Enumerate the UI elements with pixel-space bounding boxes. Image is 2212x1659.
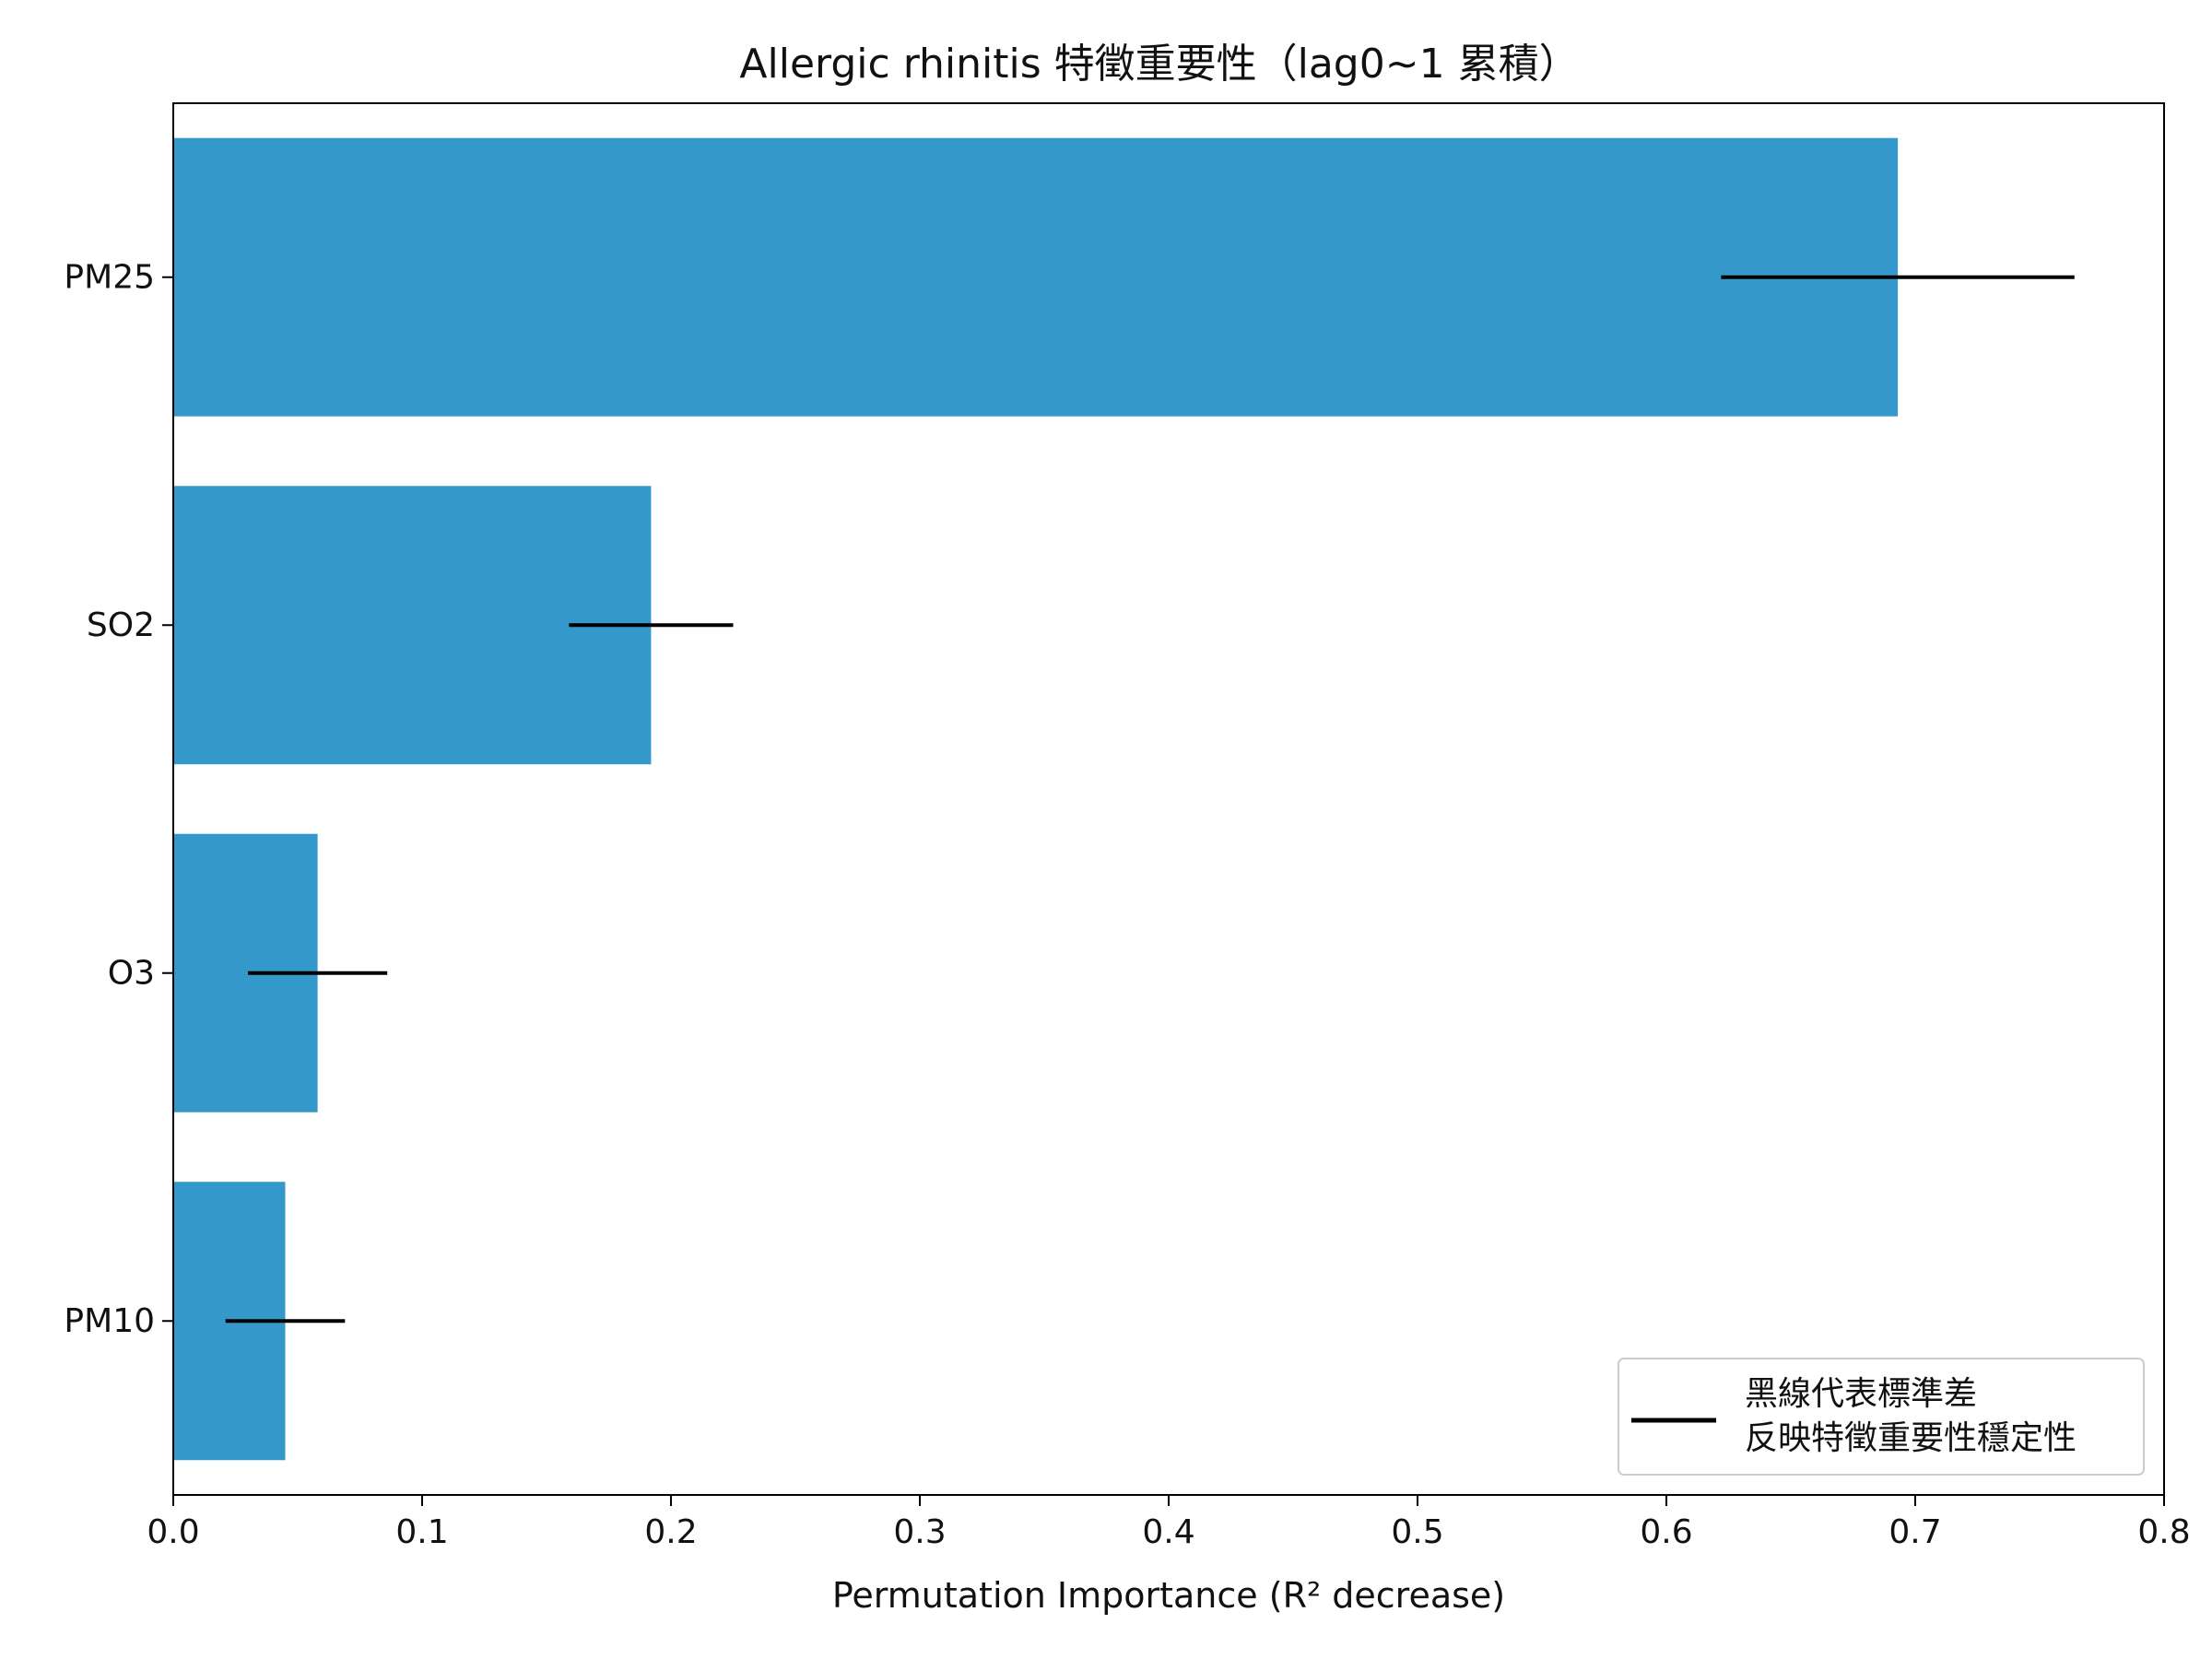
bars-layer (173, 137, 1899, 1461)
x-tick-label: 0.7 (1888, 1513, 1941, 1551)
x-tick-label: 0.2 (644, 1513, 697, 1551)
bar-pm25 (173, 137, 1899, 417)
x-tick-label: 0.3 (893, 1513, 946, 1551)
x-tick-label: 0.0 (147, 1513, 199, 1551)
legend: 黑線代表標準差 反映特徵重要性穩定性 (1618, 1358, 2145, 1476)
x-tick-label: 0.4 (1142, 1513, 1194, 1551)
y-tick-label-pm10: PM10 (64, 1302, 155, 1340)
y-tick-label-so2: SO2 (87, 606, 155, 644)
y-axis: PM25 SO2 O3 PM10 (64, 258, 173, 1340)
errorbars-layer (225, 275, 2075, 1324)
x-tick-label: 0.8 (2137, 1513, 2190, 1551)
y-tick-label-o3: O3 (108, 954, 155, 992)
chart-title: Allergic rhinitis 特徵重要性（lag0~1 累積） (739, 41, 1579, 88)
legend-line-1: 黑線代表標準差 (1745, 1375, 1977, 1413)
x-tick-label: 0.1 (395, 1513, 448, 1551)
y-tick-label-pm25: PM25 (64, 258, 155, 296)
x-tick-label: 0.5 (1391, 1513, 1443, 1551)
legend-box (1618, 1358, 2145, 1476)
x-axis: 0.0 0.1 0.2 0.3 0.4 0.5 0.6 0.7 0.8 (147, 1495, 2191, 1551)
legend-line-2: 反映特徵重要性穩定性 (1745, 1419, 2077, 1457)
x-axis-label: Permutation Importance (R² decrease) (832, 1575, 1505, 1616)
x-tick-label: 0.6 (1640, 1513, 1692, 1551)
